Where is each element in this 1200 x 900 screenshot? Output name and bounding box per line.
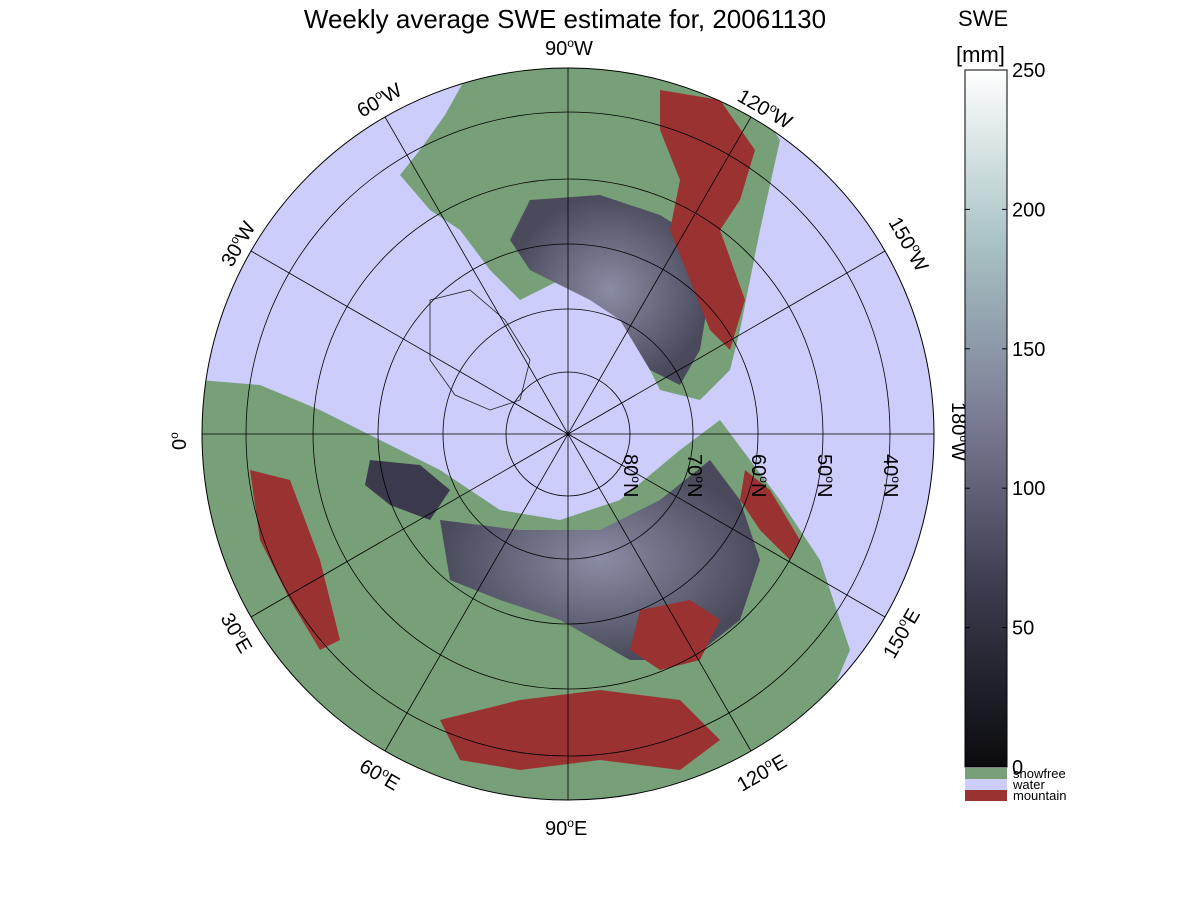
scandinavia-snow	[365, 460, 450, 520]
asia-mountains	[440, 690, 720, 770]
lat-label-80n: 80oN	[619, 454, 643, 497]
legend-label-snowfree: snowfree	[1013, 766, 1066, 781]
colorbar-tick-label: 100	[1012, 478, 1045, 500]
colorbar-tick-label: 0	[1012, 757, 1023, 779]
legend-label-mountain: mountain	[1013, 788, 1066, 803]
lon-label-0: 0o	[167, 432, 191, 450]
map-title: Weekly average SWE estimate for, 2006113…	[303, 4, 827, 34]
map-disc	[202, 68, 934, 800]
lat-label-50n: 50oN	[813, 454, 837, 497]
colorbar: SWE [mm] 0 50 100 150 200 250 snowfreewatermo…	[956, 6, 1066, 803]
colorbar-tick-label: 250	[1012, 60, 1045, 82]
rocky-mountains	[660, 90, 755, 350]
lat-label-60n: 60oN	[747, 454, 771, 497]
europe-mountains	[250, 470, 340, 650]
lat-label-40n: 40oN	[879, 454, 903, 497]
map-border	[201, 67, 935, 801]
legend-swatch-water	[965, 779, 1007, 790]
lon-label-90e: 90oE	[545, 816, 587, 840]
legend-swatch-snowfree	[965, 768, 1007, 779]
canada-snow	[510, 195, 710, 385]
colorbar-unit: [mm]	[956, 42, 1005, 67]
colorbar-tick-label: 200	[1012, 199, 1045, 221]
graticule	[201, 67, 935, 801]
meridian-lines	[202, 68, 934, 800]
siberia-mountains	[630, 600, 720, 670]
far-east-mountains	[740, 470, 800, 560]
colorbar-tick-label: 150	[1012, 339, 1045, 361]
lon-label-180w: 180oW	[947, 402, 971, 461]
lat-label-70n: 70oN	[683, 454, 707, 497]
colorbar-ticks: 0 50 100 150 200 250	[965, 60, 1045, 779]
latitude-labels: 80oN 70oN 60oN 50oN 40oN	[619, 454, 903, 497]
lon-label-90w: 90oW	[545, 36, 593, 60]
legend-label-water: water	[1012, 777, 1045, 792]
colorbar-title: SWE	[958, 6, 1008, 31]
legend-swatch-mountain	[965, 790, 1007, 801]
colorbar-gradient	[964, 69, 1008, 768]
lon-label-60e: 60oE	[356, 754, 405, 796]
colorbar-tick-label: 50	[1012, 618, 1034, 640]
